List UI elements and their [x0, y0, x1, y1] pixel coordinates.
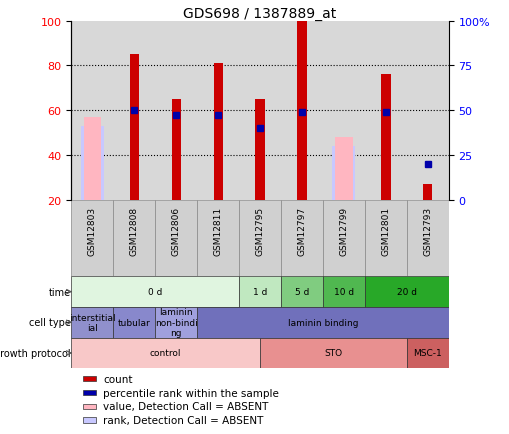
Text: control: control — [150, 349, 181, 358]
Text: cell type: cell type — [29, 318, 70, 328]
Bar — [113, 200, 155, 277]
Text: count: count — [103, 374, 133, 384]
Bar — [81, 127, 104, 200]
Title: GDS698 / 1387889_at: GDS698 / 1387889_at — [183, 7, 336, 21]
Text: 5 d: 5 d — [294, 287, 308, 296]
Bar — [155, 200, 197, 277]
Bar — [280, 277, 322, 307]
Text: GSM12799: GSM12799 — [339, 206, 348, 255]
Bar — [71, 200, 113, 277]
Bar — [260, 338, 406, 368]
Bar — [129, 55, 138, 200]
Text: GSM12793: GSM12793 — [422, 206, 432, 255]
Text: value, Detection Call = ABSENT: value, Detection Call = ABSENT — [103, 401, 268, 411]
Bar — [364, 277, 448, 307]
Text: 20 d: 20 d — [396, 287, 416, 296]
Bar — [71, 338, 260, 368]
Bar — [197, 200, 239, 277]
Text: 0 d: 0 d — [148, 287, 162, 296]
Bar — [71, 277, 239, 307]
Bar — [71, 307, 113, 338]
Text: GSM12806: GSM12806 — [172, 206, 180, 255]
Bar — [239, 277, 280, 307]
Bar — [322, 200, 364, 277]
Text: STO: STO — [324, 349, 342, 358]
Text: 10 d: 10 d — [333, 287, 353, 296]
Text: laminin
non-bindi
ng: laminin non-bindi ng — [155, 308, 197, 338]
Bar — [406, 200, 448, 277]
Text: laminin binding: laminin binding — [287, 318, 357, 327]
Bar — [255, 100, 264, 200]
Text: MSC-1: MSC-1 — [413, 349, 441, 358]
Text: GSM12801: GSM12801 — [381, 206, 389, 255]
Bar — [422, 184, 432, 200]
Bar — [381, 75, 390, 200]
Bar — [332, 147, 355, 200]
Bar — [334, 138, 352, 200]
Text: GSM12795: GSM12795 — [255, 206, 264, 255]
Bar — [322, 277, 364, 307]
Text: 1 d: 1 d — [252, 287, 267, 296]
Bar — [197, 307, 448, 338]
Text: GSM12797: GSM12797 — [297, 206, 306, 255]
Text: growth protocol: growth protocol — [0, 348, 70, 358]
Bar — [82, 418, 96, 423]
Bar — [172, 100, 181, 200]
Bar — [239, 200, 280, 277]
Text: tubular: tubular — [118, 318, 150, 327]
Text: rank, Detection Call = ABSENT: rank, Detection Call = ABSENT — [103, 415, 263, 425]
Text: GSM12808: GSM12808 — [130, 206, 138, 255]
Text: time: time — [48, 287, 70, 297]
Text: GSM12803: GSM12803 — [88, 206, 97, 255]
Bar — [82, 404, 96, 409]
Bar — [280, 200, 322, 277]
Bar — [297, 22, 306, 200]
Bar — [82, 376, 96, 381]
Bar — [82, 390, 96, 395]
Text: GSM12811: GSM12811 — [213, 206, 222, 255]
Text: percentile rank within the sample: percentile rank within the sample — [103, 388, 279, 398]
Bar — [155, 307, 197, 338]
Bar — [406, 338, 448, 368]
Bar — [213, 64, 222, 200]
Bar — [83, 118, 101, 200]
Text: interstitial
ial: interstitial ial — [69, 313, 116, 332]
Bar — [364, 200, 406, 277]
Bar — [113, 307, 155, 338]
